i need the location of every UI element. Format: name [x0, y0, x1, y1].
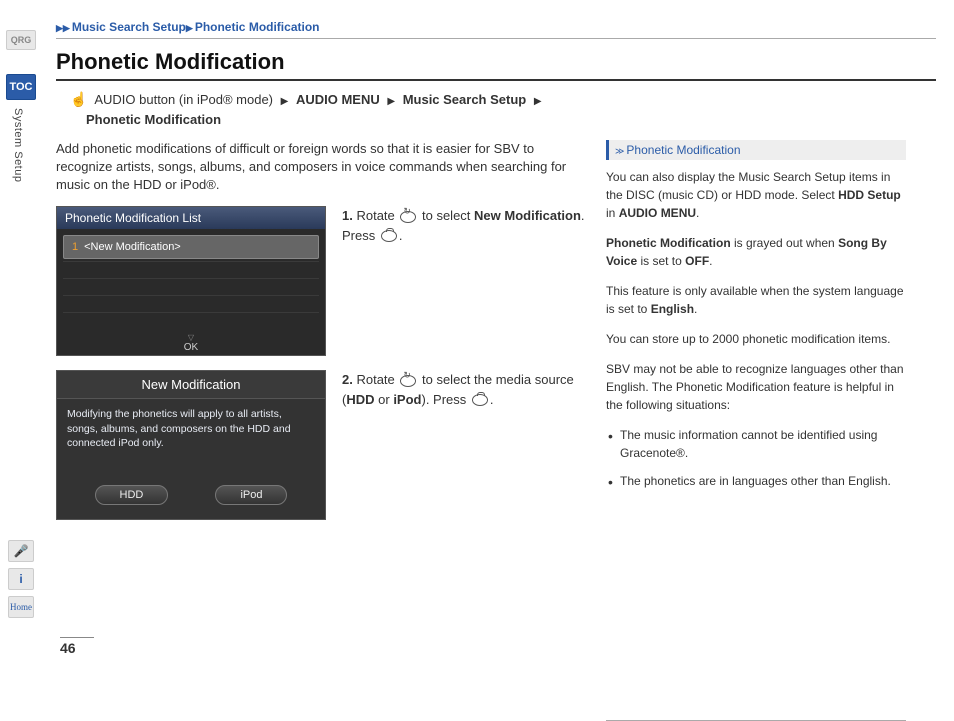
sidebox-bullet-2: The phonetics are in languages other tha…	[606, 472, 906, 490]
shot1-ok: OK	[57, 333, 325, 353]
intro-text: Add phonetic modifications of difficult …	[56, 140, 586, 195]
shot1-header: Phonetic Modification List	[57, 207, 325, 229]
nav-path: ☝ AUDIO button (in iPod® mode) ▶ AUDIO M…	[70, 89, 936, 130]
rotate-icon	[400, 211, 416, 223]
step-2: 2. Rotate to select the media source (HD…	[342, 370, 586, 520]
sidebox-p3: This feature is only available when the …	[606, 282, 906, 318]
shot2-hdd-button: HDD	[95, 485, 169, 505]
shot2-title: New Modification	[57, 371, 325, 399]
sidebox-p1: You can also display the Music Search Se…	[606, 168, 906, 222]
step-1: 1. Rotate to select New Modification. Pr…	[342, 206, 586, 356]
sidebox-bullet-1: The music information cannot be identifi…	[606, 426, 906, 462]
sidebox-p2: Phonetic Modification is grayed out when…	[606, 234, 906, 270]
shot2-body: Modifying the phonetics will apply to al…	[57, 399, 325, 459]
home-icon[interactable]: Home	[8, 596, 34, 618]
push-icon	[472, 394, 488, 406]
sidebar-section-label: System Setup	[12, 108, 24, 182]
screenshot-list: Phonetic Modification List 1<New Modific…	[56, 206, 326, 356]
screenshot-dialog: New Modification Modifying the phonetics…	[56, 370, 326, 520]
rotate-icon	[400, 375, 416, 387]
sidebox-p4: You can store up to 2000 phonetic modifi…	[606, 330, 906, 348]
tab-qrg[interactable]: QRG	[6, 30, 36, 50]
push-icon	[381, 230, 397, 242]
shot2-ipod-button: iPod	[215, 485, 287, 505]
page-number: 46	[60, 637, 94, 656]
breadcrumb: ▶▶Music Search Setup▶Phonetic Modificati…	[56, 20, 936, 34]
tab-toc[interactable]: TOC	[6, 74, 36, 100]
sidebox-header: ≫Phonetic Modification	[606, 140, 906, 160]
sidebox-p5: SBV may not be able to recognize languag…	[606, 360, 906, 414]
info-icon[interactable]: i	[8, 568, 34, 590]
shot1-list-item: 1<New Modification>	[63, 235, 319, 259]
voice-icon[interactable]: 🎤	[8, 540, 34, 562]
page-title: Phonetic Modification	[56, 49, 936, 81]
hand-icon: ☝	[70, 91, 87, 107]
